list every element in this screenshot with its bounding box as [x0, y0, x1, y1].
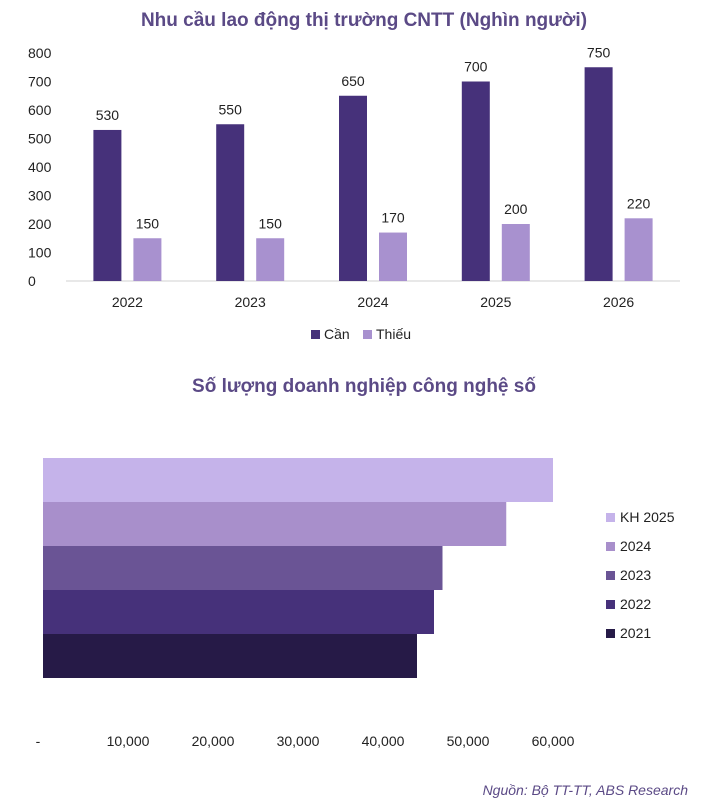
legend-label: Thiếu: [376, 326, 411, 342]
bar-2026-thieu: [624, 218, 653, 281]
y-tick-label: 700: [28, 74, 52, 90]
data-label: 200: [504, 201, 528, 217]
legend-label: 2023: [620, 567, 651, 583]
bar-2024-can: [339, 95, 367, 281]
chart2-plot: - 10,000 20,000 30,000 40,000 50,000 60,000 KH …: [36, 458, 675, 749]
y-tick-label: 100: [28, 245, 52, 261]
bar-2023-thieu: [256, 238, 285, 281]
x-tick-label: 30,000: [277, 733, 320, 749]
chart1-plot: 0 100 200 300 400 500 600 700 800 530 150 2022 550 15…: [28, 44, 680, 342]
legend-label: 2024: [620, 538, 651, 554]
data-label: 170: [381, 210, 405, 226]
hbar-2021: [43, 634, 417, 678]
x-tick-label: 2025: [480, 294, 511, 310]
legend-label: 2021: [620, 625, 651, 641]
data-label: 150: [259, 215, 283, 231]
x-tick-label: 10,000: [107, 733, 150, 749]
legend-swatch: [363, 330, 372, 339]
source-note: Nguồn: Bộ TT-TT, ABS Research: [482, 782, 688, 798]
x-tick-label: 50,000: [447, 733, 490, 749]
bar-2025-thieu: [501, 224, 530, 281]
legend-swatch: [606, 629, 615, 638]
y-tick-label: 0: [28, 273, 36, 289]
y-tick-label: 200: [28, 216, 52, 232]
chart2-legend: KH 2025 2024 2023 2022 2021: [606, 509, 675, 641]
data-label: 550: [219, 101, 243, 117]
legend-swatch: [606, 600, 615, 609]
y-tick-label: 600: [28, 102, 52, 118]
bar-2023-can: [216, 124, 245, 281]
data-label: 700: [464, 59, 488, 75]
data-label: 150: [136, 215, 160, 231]
bar-2025-can: [461, 81, 490, 281]
legend-swatch: [606, 571, 615, 580]
y-tick-label: 300: [28, 188, 52, 204]
legend-label: 2022: [620, 596, 651, 612]
legend-swatch: [311, 330, 320, 339]
y-tick-label: 500: [28, 131, 52, 147]
chart1-title: Nhu cầu lao động thị trường CNTT (Nghìn …: [140, 10, 588, 31]
data-label: 220: [627, 195, 651, 211]
hbar-kh-2025: [43, 458, 553, 502]
chart2-title: Số lượng doanh nghiệp công nghệ số: [192, 376, 536, 397]
chart1-legend: Cần Thiếu: [311, 326, 411, 342]
y-tick-label: 400: [28, 159, 52, 175]
bar-2022-can: [93, 129, 122, 281]
legend-label: Cần: [324, 326, 350, 342]
bar-2024-thieu: [379, 232, 407, 281]
x-tick-label: 2024: [357, 294, 388, 310]
data-label: 530: [96, 107, 120, 123]
data-label: 650: [341, 73, 365, 89]
legend-label: KH 2025: [620, 509, 675, 525]
data-label: 750: [587, 44, 611, 60]
y-tick-label: 800: [28, 45, 52, 61]
bar-2022-thieu: [133, 238, 162, 281]
legend-swatch: [606, 513, 615, 522]
hbar-2024: [43, 502, 507, 546]
bar-2026-can: [584, 67, 613, 281]
x-tick-label: 2023: [235, 294, 266, 310]
x-tick-label: 40,000: [362, 733, 405, 749]
x-tick-label: 2026: [603, 294, 634, 310]
hbar-2022: [43, 590, 434, 634]
x-tick-label: 2022: [112, 294, 143, 310]
x-tick-label: 60,000: [532, 733, 575, 749]
hbar-2023: [43, 546, 443, 590]
x-tick-label: -: [36, 733, 41, 749]
x-tick-label: 20,000: [192, 733, 235, 749]
legend-swatch: [606, 542, 615, 551]
